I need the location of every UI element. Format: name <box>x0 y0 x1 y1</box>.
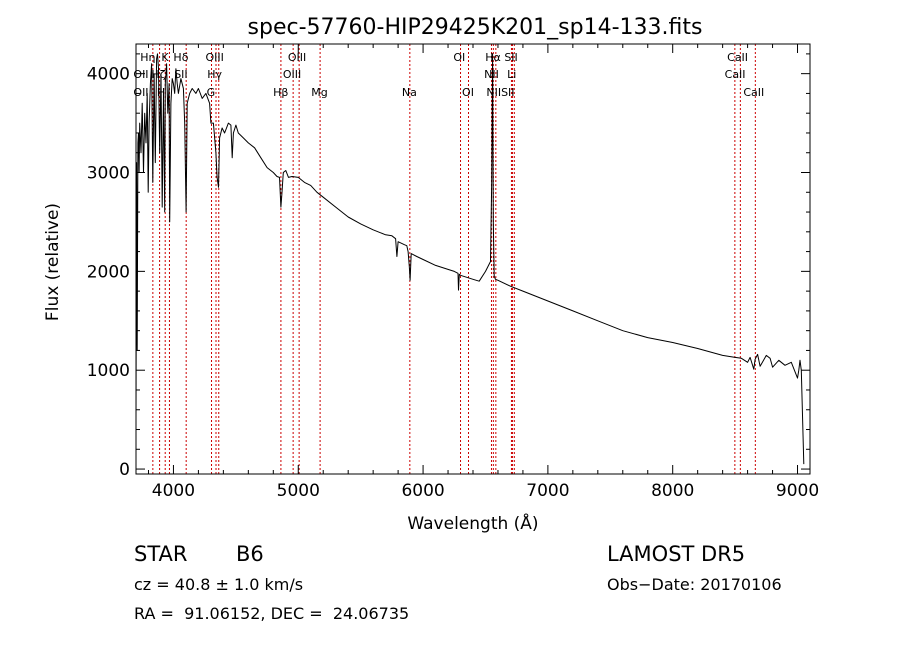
plot-frame <box>135 43 811 475</box>
x-tick-label-5000: 5000 <box>277 481 320 501</box>
chart-title: spec-57760-HIP29425K201_sp14-133.fits <box>248 15 703 40</box>
line-label-15: Li <box>507 68 516 81</box>
line-label-4: OIII <box>288 51 306 64</box>
line-label-19: G <box>207 86 216 99</box>
line-label-3: OIII <box>205 51 223 64</box>
subclass: B6 <box>236 542 264 566</box>
survey-name: LAMOST DR5 <box>607 542 746 566</box>
line-label-8: CaII <box>727 51 748 64</box>
line-label-13: OIII <box>283 68 301 81</box>
spectrum-line-0 <box>135 53 805 465</box>
line-label-1: K <box>161 51 169 64</box>
y-axis-label: Flux (relative) <box>43 203 63 321</box>
line-label-14: NII <box>484 68 499 81</box>
line-label-0: Hη <box>140 51 155 64</box>
redshift-value: cz = 40.8 ± 1.0 km/s <box>134 575 304 594</box>
y-tick-label-1000: 1000 <box>87 361 130 381</box>
line-label-12: Hγ <box>207 68 222 81</box>
line-label-21: Mg <box>311 86 327 99</box>
x-tick-label-7000: 7000 <box>526 481 569 501</box>
axes: 4000 5000 6000 7000 8000 9000 0 1000 2000 3000 400… <box>87 43 819 501</box>
line-label-9: OII <box>133 68 148 81</box>
line-label-17: OII <box>133 86 148 99</box>
line-label-11: SII <box>174 68 187 81</box>
object-class: STAR <box>134 542 188 566</box>
x-axis-label: Wavelength (Å) <box>407 512 538 534</box>
line-label-22: Na <box>402 86 417 99</box>
y-tick-label-2000: 2000 <box>87 262 130 282</box>
observation-date: Obs−Date: 20170106 <box>607 575 782 594</box>
x-tick-label-6000: 6000 <box>401 481 444 501</box>
line-label-20: Hβ <box>273 86 288 99</box>
line-label-5: OI <box>453 51 465 64</box>
series-group <box>135 53 805 465</box>
line-label-25: CaII <box>743 86 764 99</box>
y-tick-label-4000: 4000 <box>87 65 130 85</box>
line-label-16: CaII <box>725 68 746 81</box>
coordinates: RA = 91.06152, DEC = 24.06735 <box>134 604 410 623</box>
line-label-7: SII <box>504 51 517 64</box>
y-tick-label-3000: 3000 <box>87 164 130 184</box>
line-label-24: NIISII <box>486 86 514 99</box>
x-tick-label-9000: 9000 <box>776 481 819 501</box>
line-label-23: OI <box>462 86 474 99</box>
line-label-2: Hδ <box>173 51 188 64</box>
x-tick-label-4000: 4000 <box>152 481 195 501</box>
x-tick-label-8000: 8000 <box>651 481 694 501</box>
line-markers <box>152 44 756 474</box>
y-tick-label-0: 0 <box>119 460 130 480</box>
